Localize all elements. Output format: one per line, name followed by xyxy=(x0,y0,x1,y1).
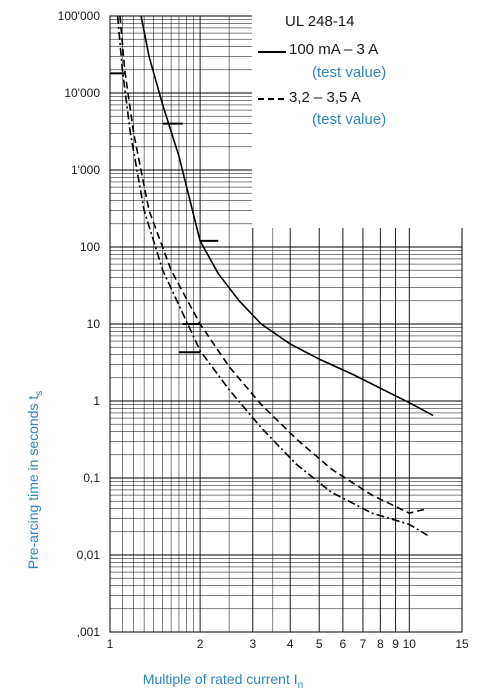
test-value-markers xyxy=(110,72,219,354)
legend-label-solid: 100 mA – 3 A xyxy=(289,41,378,58)
series-line-3 xyxy=(116,15,428,536)
y-tick-label: 100'000 xyxy=(58,9,101,23)
x-tick-label: 15 xyxy=(455,637,469,651)
x-tick-label: 7 xyxy=(360,637,367,651)
x-axis-title: Multiple of rated current In xyxy=(143,671,303,691)
y-axis-title-text: Pre-arcing time in seconds t xyxy=(25,396,41,570)
x-tick-label: 4 xyxy=(287,637,294,651)
legend-note-dashed: (test value) xyxy=(312,111,386,128)
x-tick-label: 6 xyxy=(340,637,347,651)
x-axis-title-text: Multiple of rated current I xyxy=(143,671,298,687)
y-tick-label: 10 xyxy=(87,317,101,331)
x-axis-title-sub: n xyxy=(298,680,304,691)
y-axis-title: Pre-arcing time in seconds ts xyxy=(25,391,45,570)
tick-labels: 100'000 10'000 1'000 100 10 1 0,1 0,01 ,001 1 2 3 4 5… xyxy=(58,9,469,651)
legend-label-dashed: 3,2 – 3,5 A xyxy=(289,89,361,106)
legend-title: UL 248-14 xyxy=(285,13,355,30)
x-tick-label: 3 xyxy=(249,637,256,651)
legend: UL 248-14 100 mA – 3 A (test value) 3,2 … xyxy=(258,13,386,128)
legend-note-solid: (test value) xyxy=(312,64,386,81)
series-line-2 xyxy=(119,15,428,514)
x-tick-label: 8 xyxy=(377,637,384,651)
x-tick-label: 5 xyxy=(316,637,323,651)
y-axis-title-sub: s xyxy=(34,391,45,396)
y-tick-label: 1 xyxy=(93,394,100,408)
y-tick-label: 1'000 xyxy=(71,163,100,177)
y-tick-label: ,001 xyxy=(77,625,101,639)
x-tick-label: 9 xyxy=(392,637,399,651)
curves xyxy=(116,15,434,536)
y-tick-label: 0,1 xyxy=(83,471,100,485)
legend-mask xyxy=(252,8,472,228)
x-tick-label: 10 xyxy=(403,637,417,651)
y-tick-label: 10'000 xyxy=(64,86,100,100)
y-tick-label: 100 xyxy=(80,240,100,254)
y-tick-label: 0,01 xyxy=(77,548,101,562)
x-tick-label: 2 xyxy=(197,637,204,651)
series-line-1 xyxy=(140,15,434,417)
x-tick-label: 1 xyxy=(107,637,114,651)
